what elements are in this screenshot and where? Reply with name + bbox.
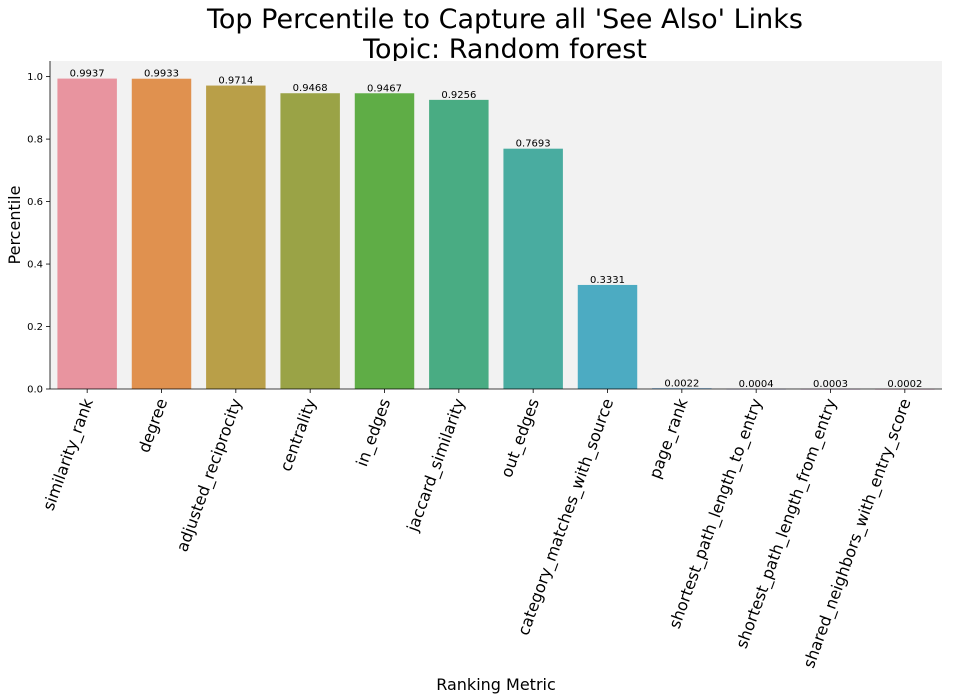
bar-in-edges [354, 93, 415, 389]
bar-similarity-rank [57, 78, 117, 390]
data-label: 0.3331 [590, 275, 625, 286]
bar-jaccard-similarity [429, 99, 489, 389]
bar-out-edges [503, 148, 563, 389]
y-tick-label: 0.2 [27, 322, 43, 333]
data-label: 0.7693 [516, 139, 551, 150]
x-tick-label: centrality [276, 396, 320, 474]
data-label: 0.9467 [367, 83, 402, 94]
data-label: 0.0022 [664, 378, 699, 389]
y-axis: 0.0 0.2 0.4 0.6 0.8 1.0 [27, 72, 50, 396]
x-axis: similarity_rank degree adjusted_reciprocit… [39, 389, 916, 671]
data-label: 0.9937 [70, 69, 105, 80]
data-label: 0.9468 [293, 83, 328, 94]
data-label: 0.9256 [441, 90, 476, 101]
data-label: 0.9714 [218, 76, 253, 87]
data-label: 0.9933 [144, 69, 179, 80]
x-tick-label: adjusted_reciprocity [172, 396, 246, 555]
data-label: 0.0002 [887, 379, 922, 390]
x-tick-label: out_edges [497, 396, 544, 480]
x-tick-label: degree [134, 396, 171, 455]
x-tick-label: in_edges [352, 396, 395, 469]
x-tick-label: similarity_rank [39, 395, 98, 513]
chart-title: Top Percentile to Capture all 'See Also'… [206, 4, 803, 35]
y-tick-label: 0.8 [27, 135, 43, 146]
data-label: 0.0004 [739, 379, 774, 390]
chart-subtitle: Topic: Random forest [362, 34, 647, 65]
y-tick-label: 0.6 [27, 197, 43, 208]
bar-degree [131, 78, 192, 389]
x-axis-label: Ranking Metric [436, 675, 556, 694]
bar-adjusted-reciprocity [206, 85, 266, 389]
data-labels: 0.9937 0.9933 0.9714 0.9468 0.9467 0.9256 0.76… [70, 69, 923, 390]
y-tick-label: 0.4 [27, 260, 43, 271]
bar-category-matches-with-source [577, 284, 638, 389]
y-axis-label: Percentile [5, 186, 24, 265]
bars [57, 78, 935, 390]
plot-area [50, 61, 942, 389]
y-tick-label: 0.0 [27, 385, 43, 396]
x-tick-label: page_rank [645, 395, 693, 481]
x-tick-label: jaccard_similarity [403, 396, 470, 535]
bar-centrality [280, 93, 340, 389]
y-tick-label: 1.0 [27, 72, 43, 83]
data-label: 0.0003 [813, 379, 848, 390]
